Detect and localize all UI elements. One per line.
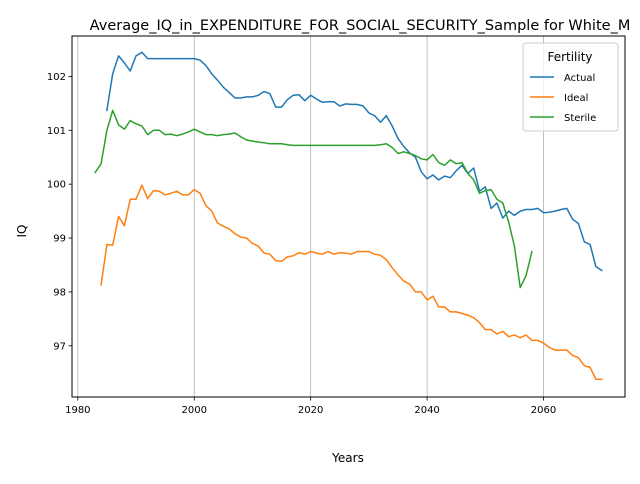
x-axis-ticks: 1980 2000 2020 2040 2060 xyxy=(65,397,556,416)
series-line-actual xyxy=(106,51,603,272)
x-tick-label: 2000 xyxy=(182,405,207,416)
x-tick-label: 1980 xyxy=(65,405,90,416)
legend-label-ideal: Ideal xyxy=(564,93,588,104)
y-tick-label: 97 xyxy=(53,341,66,352)
y-tick-label: 98 xyxy=(53,287,66,298)
x-tick-label: 2040 xyxy=(414,405,439,416)
y-tick-label: 99 xyxy=(53,234,66,245)
x-tick-label: 2020 xyxy=(298,405,323,416)
x-tick-label: 2060 xyxy=(531,405,556,416)
legend-title: Fertility xyxy=(547,50,592,64)
legend-label-sterile: Sterile xyxy=(564,113,596,124)
legend-label-actual: Actual xyxy=(564,73,595,84)
series-line-ideal xyxy=(100,184,603,380)
plot-area-frame xyxy=(71,35,626,398)
series-line-sterile xyxy=(94,109,533,289)
y-tick-label: 101 xyxy=(47,126,66,137)
series-lines xyxy=(94,51,603,380)
y-tick-label: 100 xyxy=(47,180,66,191)
chart-title: Average_IQ_in_EXPENDITURE_FOR_SOCIAL_SEC… xyxy=(90,18,631,34)
y-axis-label: IQ xyxy=(15,225,29,238)
legend: Fertility Actual Ideal Sterile xyxy=(522,42,619,132)
y-axis-ticks: 97 98 99 100 101 102 xyxy=(47,72,72,352)
y-tick-label: 102 xyxy=(47,72,66,83)
x-axis-label: Years xyxy=(331,451,364,465)
legend-frame xyxy=(522,42,619,132)
